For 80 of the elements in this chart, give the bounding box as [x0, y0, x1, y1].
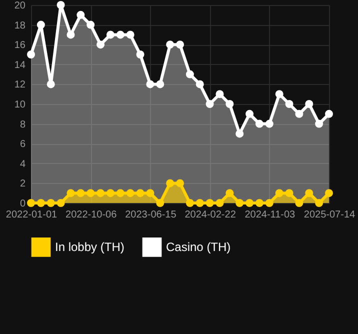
point	[285, 100, 294, 108]
y-tick-label: 6	[20, 139, 26, 150]
y-tick-label: 16	[14, 40, 26, 52]
point	[196, 199, 204, 207]
point	[56, 199, 65, 207]
point	[136, 50, 144, 58]
y-tick-label: 14	[14, 60, 26, 71]
x-tick-label: 2025-07-14	[304, 210, 356, 220]
point	[206, 100, 214, 108]
point	[106, 30, 114, 39]
point	[255, 120, 264, 128]
point	[295, 199, 304, 207]
point	[116, 30, 124, 39]
point	[226, 100, 234, 108]
point	[246, 199, 254, 207]
legend-label: In lobby (TH)	[55, 240, 124, 254]
point	[76, 189, 85, 198]
point	[315, 120, 324, 128]
point	[96, 40, 105, 49]
x-tick-label: 2023-06-15	[125, 210, 177, 220]
point	[196, 80, 204, 88]
point	[86, 189, 95, 198]
point	[156, 80, 164, 88]
point	[206, 199, 214, 207]
point	[176, 179, 184, 188]
y-tick-label: 10	[14, 100, 26, 110]
x-tick-label: 2022-10-06	[66, 210, 118, 220]
point	[226, 189, 234, 198]
point	[305, 189, 314, 198]
point	[246, 110, 254, 118]
point	[166, 40, 174, 49]
point	[56, 1, 65, 9]
point	[285, 189, 294, 198]
point	[325, 189, 333, 198]
point	[255, 199, 264, 207]
point	[236, 199, 244, 207]
point	[216, 199, 224, 207]
point	[166, 179, 174, 188]
point	[116, 189, 124, 198]
x-tick-label: 2024-11-03	[244, 210, 296, 220]
point	[186, 70, 194, 78]
point	[305, 100, 314, 108]
x-tick-label: 2022-01-01	[6, 210, 58, 220]
point	[106, 189, 114, 198]
point	[216, 90, 224, 98]
point	[27, 50, 35, 58]
x-tick-label: 2024-02-22	[184, 210, 236, 220]
point	[146, 80, 154, 88]
y-tick-label: 18	[14, 20, 26, 32]
point	[76, 10, 85, 19]
y-tick-label: 0	[20, 198, 26, 210]
point	[186, 199, 194, 207]
point	[96, 189, 105, 198]
y-tick-label: 8	[20, 119, 26, 130]
point	[66, 30, 75, 39]
point	[46, 80, 55, 88]
point	[146, 189, 154, 198]
y-tick-label: 4	[20, 158, 26, 170]
point	[265, 120, 274, 128]
point	[126, 30, 134, 39]
y-tick-label: 2	[20, 178, 26, 190]
point	[325, 110, 333, 118]
point	[315, 199, 324, 207]
point	[27, 199, 35, 207]
point	[176, 40, 184, 49]
legend-label: Casino (TH)	[166, 240, 231, 254]
point	[275, 189, 284, 198]
point	[156, 199, 164, 207]
y-tick-label: 20	[14, 0, 26, 12]
point	[36, 20, 45, 29]
point	[275, 90, 284, 98]
point	[265, 199, 274, 207]
point	[66, 189, 75, 198]
point	[295, 110, 304, 118]
point	[86, 20, 95, 29]
point	[36, 199, 45, 207]
point	[46, 199, 55, 207]
y-tick-label: 12	[14, 80, 26, 91]
point	[236, 130, 244, 138]
point	[136, 189, 144, 198]
